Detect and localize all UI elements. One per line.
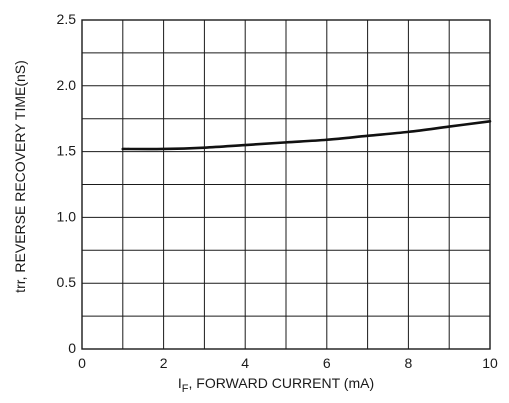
y-tick-label: 2.5	[57, 11, 77, 27]
x-tick-label: 0	[78, 355, 86, 371]
grid	[82, 20, 490, 349]
series-group	[121, 120, 492, 151]
x-tick-label: 10	[482, 355, 498, 371]
x-tick-labels: 0 2 4 6 8 10	[78, 355, 498, 371]
y-tick-label: 2.0	[57, 77, 77, 93]
x-tick-label: 2	[160, 355, 168, 371]
x-tick-label: 4	[241, 355, 249, 371]
x-tick-label: 8	[405, 355, 413, 371]
series-line	[121, 120, 492, 151]
x-axis-label-subscript: F	[182, 383, 189, 395]
x-axis-label: IF, FORWARD CURRENT (mA)	[178, 375, 374, 395]
x-tick-label: 6	[323, 355, 331, 371]
plot-frame	[81, 19, 491, 350]
y-tick-labels: 0 0.5 1.0 1.5 2.0 2.5	[57, 11, 77, 356]
y-tick-label: 1.5	[57, 143, 77, 159]
x-axis-label-main: I	[178, 375, 182, 391]
y-axis-label: trr, REVERSE RECOVERY TIME(nS)	[12, 60, 28, 293]
x-axis-label-rest: , FORWARD CURRENT (mA)	[189, 375, 375, 391]
y-tick-label: 1.0	[57, 208, 77, 224]
y-tick-label: 0	[68, 340, 76, 356]
y-tick-label: 0.5	[57, 274, 77, 290]
